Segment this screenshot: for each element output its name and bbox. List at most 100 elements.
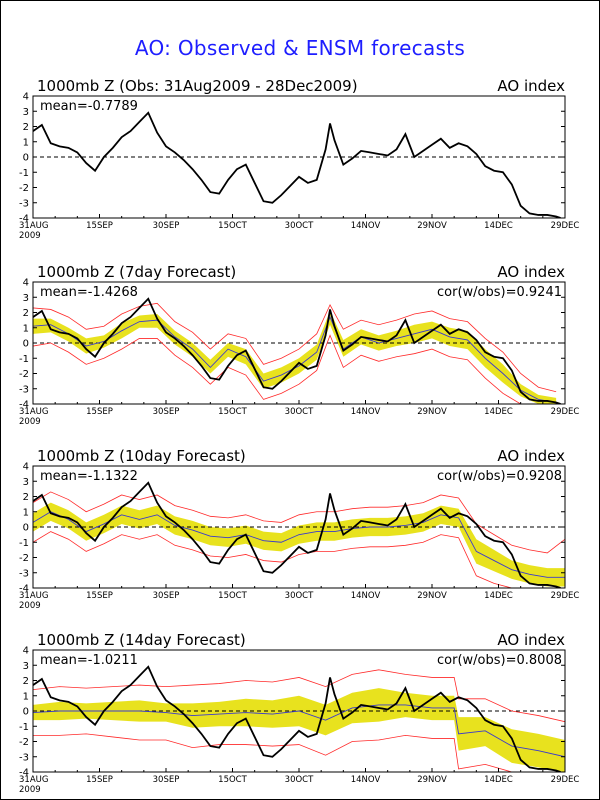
correlation-label: cor(w/obs)=0.9208 bbox=[437, 469, 562, 484]
member-upper-line bbox=[33, 669, 565, 723]
y-tick-label: -4 bbox=[19, 214, 29, 225]
y-tick-label: 1 bbox=[23, 507, 29, 518]
y-tick-label: 3 bbox=[23, 107, 29, 118]
x-year-label: 2009 bbox=[19, 785, 41, 795]
ensemble-mean-line bbox=[33, 704, 565, 758]
y-tick-label: -4 bbox=[19, 584, 29, 595]
y-tick-label: 0 bbox=[23, 523, 29, 534]
plot-area bbox=[33, 665, 565, 772]
x-tick-label: 31AUG bbox=[19, 407, 48, 417]
mean-label: mean=-1.0211 bbox=[40, 653, 138, 668]
y-tick-label: -3 bbox=[19, 198, 29, 209]
x-tick-label: 14DEC bbox=[484, 591, 513, 601]
x-tick-label: 14DEC bbox=[484, 221, 513, 231]
y-tick-label: 0 bbox=[23, 153, 29, 164]
panel-index-label: AO index bbox=[497, 447, 565, 465]
y-tick-label: -2 bbox=[19, 183, 29, 194]
plot-area bbox=[33, 111, 565, 218]
x-tick-label: 31AUG bbox=[19, 775, 48, 785]
x-tick-label: 31AUG bbox=[19, 221, 48, 231]
x-tick-label: 29NOV bbox=[417, 407, 447, 417]
x-tick-label: 30OCT bbox=[285, 775, 314, 785]
member-lower-line bbox=[33, 334, 557, 404]
member-lower-line bbox=[33, 531, 565, 588]
x-tick-label: 30SEP bbox=[153, 775, 180, 785]
x-tick-label: 29DEC bbox=[551, 775, 580, 785]
x-tick-label: 14DEC bbox=[484, 775, 513, 785]
y-tick-label: 4 bbox=[23, 278, 29, 289]
x-tick-label: 15OCT bbox=[218, 221, 247, 231]
x-tick-label: 29DEC bbox=[551, 407, 580, 417]
mean-label: mean=-0.7789 bbox=[40, 99, 138, 114]
x-tick-label: 15SEP bbox=[86, 591, 113, 601]
x-tick-label: 30SEP bbox=[153, 407, 180, 417]
y-tick-label: 4 bbox=[23, 462, 29, 473]
x-tick-label: 30SEP bbox=[153, 221, 180, 231]
y-tick-label: 2 bbox=[23, 676, 29, 687]
y-tick-label: -2 bbox=[19, 369, 29, 380]
panel-index-label: AO index bbox=[497, 77, 565, 95]
y-tick-label: -3 bbox=[19, 568, 29, 579]
x-tick-label: 15SEP bbox=[86, 221, 113, 231]
x-tick-label: 14NOV bbox=[351, 221, 381, 231]
x-tick-label: 29NOV bbox=[417, 775, 447, 785]
correlation-label: cor(w/obs)=0.8008 bbox=[437, 653, 562, 668]
x-tick-label: 14DEC bbox=[484, 407, 513, 417]
mean-label: mean=-1.4268 bbox=[40, 285, 138, 300]
x-tick-label: 29NOV bbox=[417, 591, 447, 601]
ensemble-mean-line bbox=[33, 315, 557, 403]
y-tick-label: 0 bbox=[23, 339, 29, 350]
plot-area bbox=[33, 481, 565, 588]
observed-line bbox=[33, 297, 561, 404]
y-tick-label: 2 bbox=[23, 492, 29, 503]
y-tick-label: -1 bbox=[19, 168, 29, 179]
y-tick-label: 3 bbox=[23, 661, 29, 672]
x-tick-label: 15OCT bbox=[218, 591, 247, 601]
spread-band bbox=[33, 502, 565, 587]
y-tick-label: -1 bbox=[19, 354, 29, 365]
member-upper-line bbox=[33, 302, 557, 393]
x-tick-label: 29NOV bbox=[417, 221, 447, 231]
y-tick-label: -1 bbox=[19, 722, 29, 733]
x-tick-label: 29DEC bbox=[551, 591, 580, 601]
correlation-label: cor(w/obs)=0.9241 bbox=[437, 285, 562, 300]
x-tick-label: 14NOV bbox=[351, 407, 381, 417]
x-tick-label: 30SEP bbox=[153, 591, 180, 601]
y-tick-label: 3 bbox=[23, 477, 29, 488]
mean-label: mean=-1.1322 bbox=[40, 469, 138, 484]
panel-title: 1000mb Z (7day Forecast) bbox=[37, 263, 236, 281]
spread-band bbox=[33, 310, 557, 404]
x-tick-label: 31AUG bbox=[19, 591, 48, 601]
x-year-label: 2009 bbox=[19, 417, 41, 427]
page-title: AO: Observed & ENSM forecasts bbox=[134, 36, 466, 60]
y-tick-label: 4 bbox=[23, 92, 29, 103]
y-tick-label: 4 bbox=[23, 646, 29, 657]
panel-title: 1000mb Z (14day Forecast) bbox=[37, 631, 246, 649]
y-tick-label: -4 bbox=[19, 768, 29, 779]
y-tick-label: 0 bbox=[23, 707, 29, 718]
panel-title: 1000mb Z (Obs: 31Aug2009 - 28Dec2009) bbox=[37, 77, 358, 95]
panel-index-label: AO index bbox=[497, 263, 565, 281]
spread-band bbox=[33, 688, 565, 772]
y-tick-label: 1 bbox=[23, 691, 29, 702]
x-year-label: 2009 bbox=[19, 601, 41, 611]
plot-area bbox=[33, 297, 565, 404]
y-tick-label: 2 bbox=[23, 122, 29, 133]
y-tick-label: 1 bbox=[23, 137, 29, 148]
x-tick-label: 15SEP bbox=[86, 775, 113, 785]
y-tick-label: -3 bbox=[19, 752, 29, 763]
x-tick-label: 30OCT bbox=[285, 591, 314, 601]
y-tick-label: 2 bbox=[23, 308, 29, 319]
y-tick-label: -1 bbox=[19, 538, 29, 549]
x-tick-label: 15OCT bbox=[218, 407, 247, 417]
y-tick-label: -4 bbox=[19, 400, 29, 411]
x-tick-label: 15OCT bbox=[218, 775, 247, 785]
x-tick-label: 30OCT bbox=[285, 221, 314, 231]
x-tick-label: 29DEC bbox=[551, 221, 580, 231]
x-tick-label: 14NOV bbox=[351, 775, 381, 785]
